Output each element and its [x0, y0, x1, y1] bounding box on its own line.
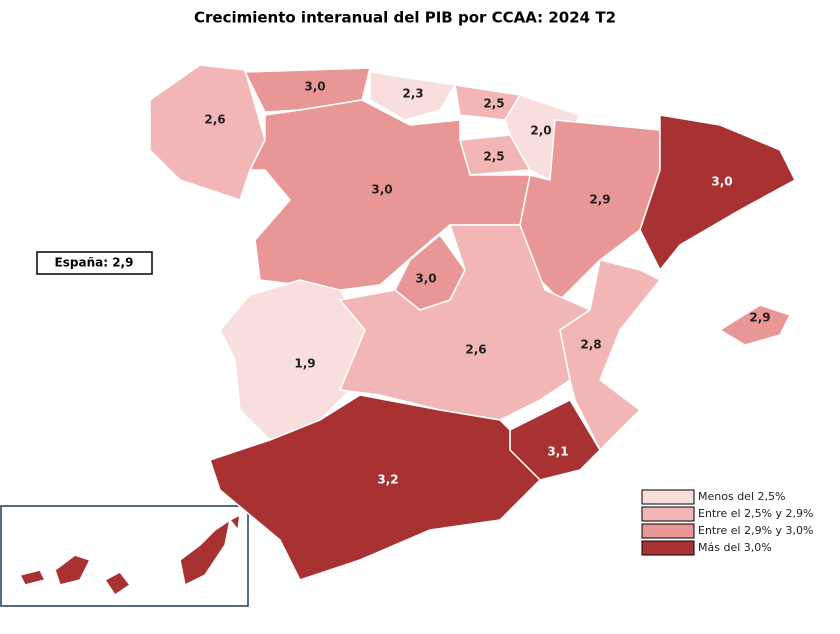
map-title: Crecimiento interanual del PIB por CCAA:…: [194, 9, 616, 27]
region-label: 3,0: [304, 80, 325, 94]
region-label: 2,3: [402, 87, 423, 101]
legend-swatch: [641, 540, 695, 556]
region-label: 2,6: [204, 113, 225, 127]
regions: 2,6 3,0 2,3 2,5 2,0 2,5 3,0 2,9 3,0 3,0 1,9 2,6 2,8 2…: [18, 64, 796, 597]
region-label: 2,6: [465, 343, 486, 357]
legend-label: Más del 3,0%: [698, 541, 772, 554]
legend: Menos del 2,5% Entre el 2,5% y 2,9% Entre …: [641, 489, 814, 556]
legend-swatch: [641, 506, 695, 522]
region-label: 3,0: [711, 175, 732, 189]
legend-swatch: [641, 489, 695, 505]
region-label: 3,2: [377, 473, 398, 487]
region-label: 3,1: [547, 445, 568, 459]
canarias-box: [0, 505, 249, 607]
region-shape: [639, 114, 796, 272]
region-label: 2,5: [483, 97, 504, 111]
region-shape: [718, 304, 792, 346]
region-label: 2,5: [483, 150, 504, 164]
legend-swatch: [641, 523, 695, 539]
legend-label: Entre el 2,5% y 2,9%: [698, 507, 814, 520]
legend-label: Menos del 2,5%: [698, 490, 785, 503]
national-box: [36, 251, 153, 275]
region-shape: [103, 571, 132, 597]
region-shape: [228, 513, 241, 532]
region-shape: [369, 71, 457, 121]
region-label: 3,0: [415, 272, 436, 286]
region-shape: [54, 554, 92, 586]
region-label: 2,9: [589, 193, 610, 207]
region-shape: [179, 518, 232, 587]
region-label: 2,8: [580, 338, 601, 352]
legend-label: Entre el 2,9% y 3,0%: [698, 524, 814, 537]
region-shape: [18, 569, 47, 586]
national-label: España: 2,9: [55, 256, 134, 270]
region-label: 2,0: [530, 124, 551, 138]
region-label: 1,9: [294, 357, 315, 371]
region-shape: [209, 394, 542, 581]
region-shape: [559, 259, 662, 452]
region-label: 3,2: [107, 530, 128, 544]
region-shape: [149, 64, 266, 201]
region-label: 2,9: [749, 311, 770, 325]
region-shape: [338, 224, 592, 421]
region-label: 3,0: [371, 183, 392, 197]
